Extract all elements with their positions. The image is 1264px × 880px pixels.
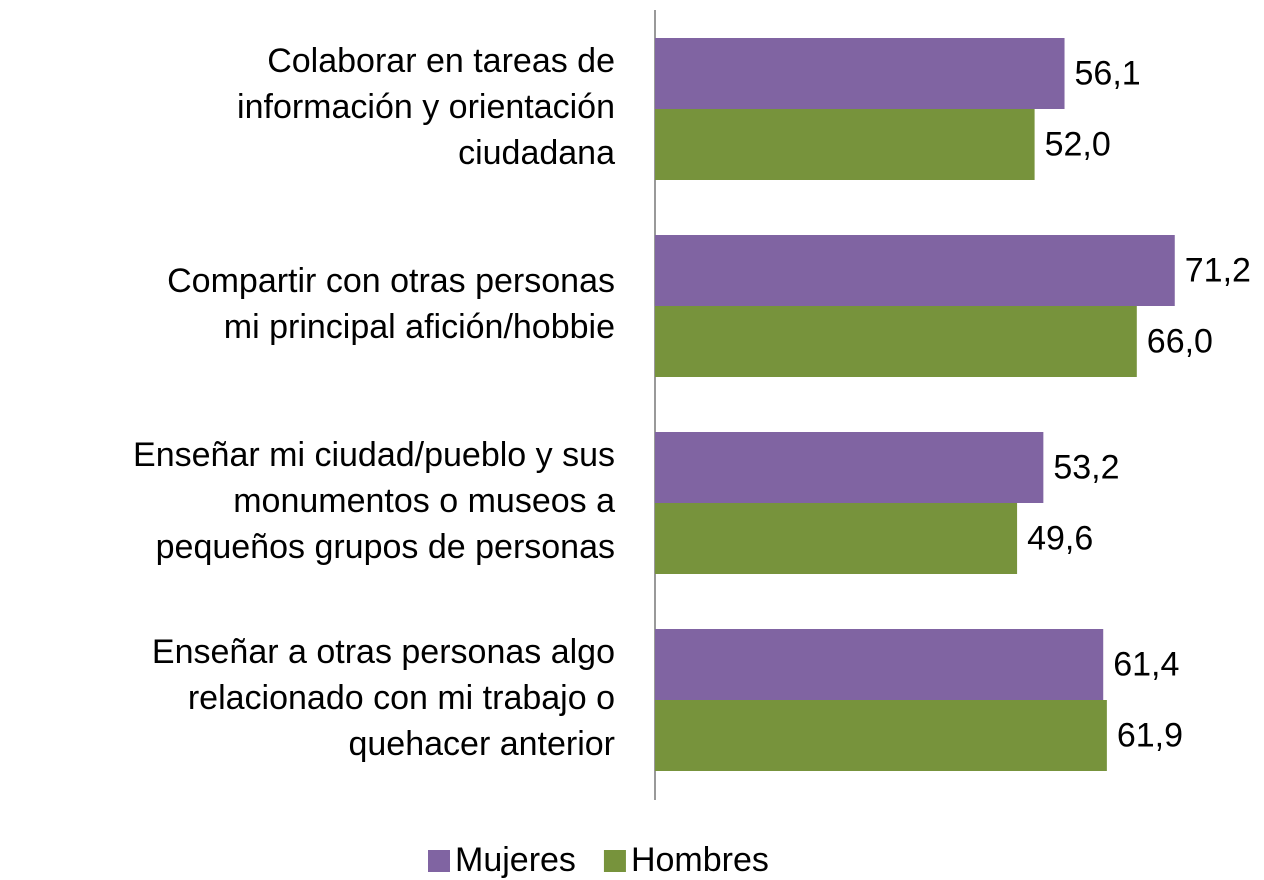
legend-swatch [428, 850, 450, 872]
bar [655, 235, 1175, 306]
category-label: Enseñar mi ciudad/pueblo y sus [133, 436, 615, 474]
category-label: ciudadana [458, 134, 615, 172]
category-label: Enseñar a otras personas algo [152, 633, 615, 671]
category-label: monumentos o museos a [233, 482, 615, 520]
bar [655, 432, 1044, 503]
category-label: pequeños grupos de personas [156, 528, 615, 566]
bar [655, 306, 1137, 377]
legend-label: Mujeres [455, 841, 576, 879]
bar [655, 700, 1107, 771]
value-label: 71,2 [1185, 251, 1251, 289]
category-label: Compartir con otras personas [167, 262, 615, 300]
value-label: 61,4 [1113, 645, 1179, 683]
bar [655, 38, 1065, 109]
category-label: Colaborar en tareas de [267, 42, 615, 80]
category-label: quehacer anterior [348, 725, 615, 763]
legend-swatch [603, 850, 626, 872]
value-label: 66,0 [1147, 322, 1213, 360]
category-label: mi principal afición/hobbie [224, 308, 615, 346]
value-label: 49,6 [1027, 519, 1093, 557]
category-label: relacionado con mi trabajo o [188, 679, 615, 717]
bar [655, 629, 1104, 700]
value-label: 52,0 [1045, 125, 1111, 163]
value-label: 53,2 [1053, 448, 1119, 486]
bar [655, 109, 1035, 180]
value-label: 56,1 [1075, 54, 1141, 92]
bar [655, 503, 1018, 574]
value-label: 61,9 [1117, 716, 1183, 754]
legend-label: Hombres [631, 841, 769, 879]
category-label: información y orientación [237, 88, 615, 126]
